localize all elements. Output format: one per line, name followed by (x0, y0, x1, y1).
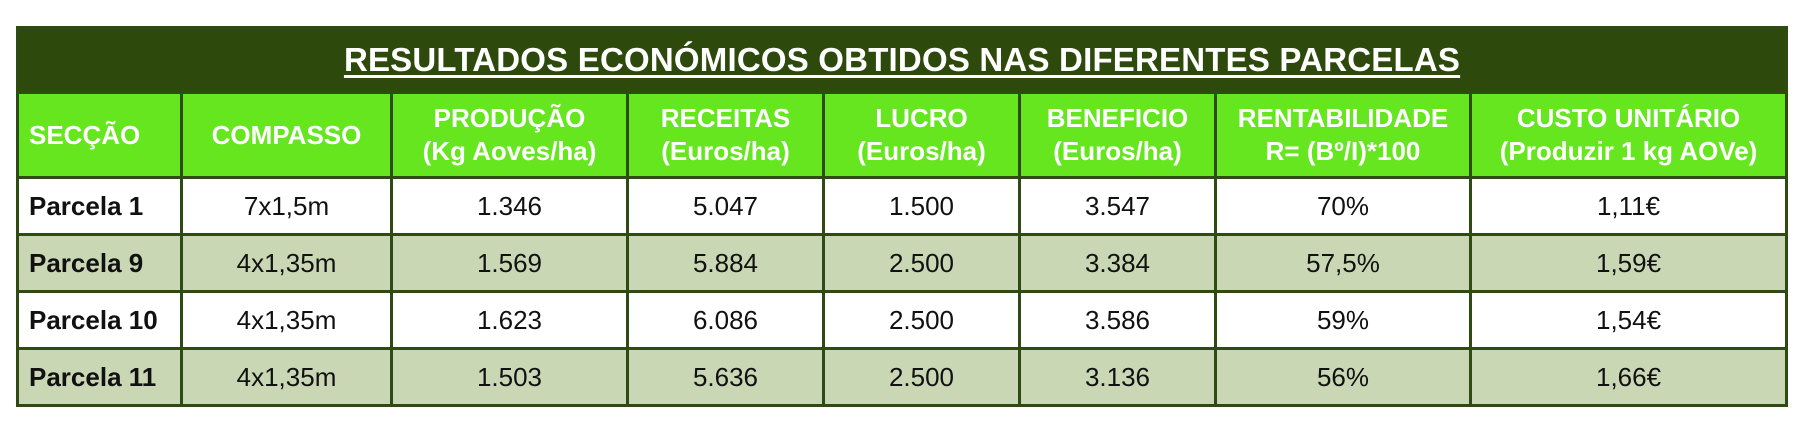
cell-producao: 1.503 (390, 347, 629, 407)
table-row: Parcela 9 4x1,35m 1.569 5.884 2.500 3.38… (16, 233, 1789, 293)
cell-compasso: 4x1,35m (180, 347, 393, 407)
cell-receitas: 5.047 (626, 176, 825, 236)
cell-rentabilidade: 56% (1214, 347, 1472, 407)
cell-lucro: 2.500 (822, 347, 1021, 407)
cell-beneficio: 3.547 (1018, 176, 1217, 236)
cell-producao: 1.569 (390, 233, 629, 293)
cell-receitas: 6.086 (626, 290, 825, 350)
economic-results-table: RESULTADOS ECONÓMICOS OBTIDOS NAS DIFERE… (15, 26, 1789, 407)
cell-beneficio: 3.586 (1018, 290, 1217, 350)
cell-lucro: 2.500 (822, 233, 1021, 293)
cell-receitas: 5.884 (626, 233, 825, 293)
cell-compasso: 4x1,35m (180, 233, 393, 293)
cell-custo-unitario: 1,66€ (1468, 347, 1789, 407)
header-producao: PRODUÇÃO (Kg Aoves/ha) (390, 91, 629, 179)
cell-producao: 1.346 (390, 176, 629, 236)
cell-seccao: Parcela 9 (16, 233, 183, 293)
cell-seccao: Parcela 1 (16, 176, 183, 236)
header-beneficio: BENEFICIO (Euros/ha) (1018, 91, 1217, 179)
table-row: Parcela 11 4x1,35m 1.503 5.636 2.500 3.1… (16, 347, 1789, 407)
header-rentabilidade: RENTABILIDADE R= (Bº/I)*100 (1214, 91, 1472, 179)
cell-beneficio: 3.136 (1018, 347, 1217, 407)
cell-compasso: 7x1,5m (180, 176, 393, 236)
header-compasso: COMPASSO (180, 91, 393, 179)
cell-seccao: Parcela 10 (16, 290, 183, 350)
cell-rentabilidade: 70% (1214, 176, 1472, 236)
cell-lucro: 2.500 (822, 290, 1021, 350)
cell-rentabilidade: 57,5% (1214, 233, 1472, 293)
table-row: Parcela 1 7x1,5m 1.346 5.047 1.500 3.547… (16, 176, 1789, 236)
cell-receitas: 5.636 (626, 347, 825, 407)
header-custo-unitario: CUSTO UNITÁRIO (Produzir 1 kg AOVe) (1468, 91, 1789, 179)
cell-custo-unitario: 1,59€ (1468, 233, 1789, 293)
header-seccao: SECÇÃO (16, 91, 183, 179)
cell-lucro: 1.500 (822, 176, 1021, 236)
header-lucro: LUCRO (Euros/ha) (822, 91, 1021, 179)
cell-producao: 1.623 (390, 290, 629, 350)
table-title: RESULTADOS ECONÓMICOS OBTIDOS NAS DIFERE… (15, 26, 1789, 94)
cell-custo-unitario: 1,54€ (1468, 290, 1789, 350)
header-row: SECÇÃO COMPASSO PRODUÇÃO (Kg Aoves/ha) RE… (16, 91, 1789, 179)
results-table-container: RESULTADOS ECONÓMICOS OBTIDOS NAS DIFERE… (15, 26, 1789, 407)
cell-seccao: Parcela 11 (16, 347, 183, 407)
cell-custo-unitario: 1,11€ (1468, 176, 1789, 236)
cell-rentabilidade: 59% (1214, 290, 1472, 350)
cell-beneficio: 3.384 (1018, 233, 1217, 293)
header-receitas: RECEITAS (Euros/ha) (626, 91, 825, 179)
table-row: Parcela 10 4x1,35m 1.623 6.086 2.500 3.5… (16, 290, 1789, 350)
cell-compasso: 4x1,35m (180, 290, 393, 350)
